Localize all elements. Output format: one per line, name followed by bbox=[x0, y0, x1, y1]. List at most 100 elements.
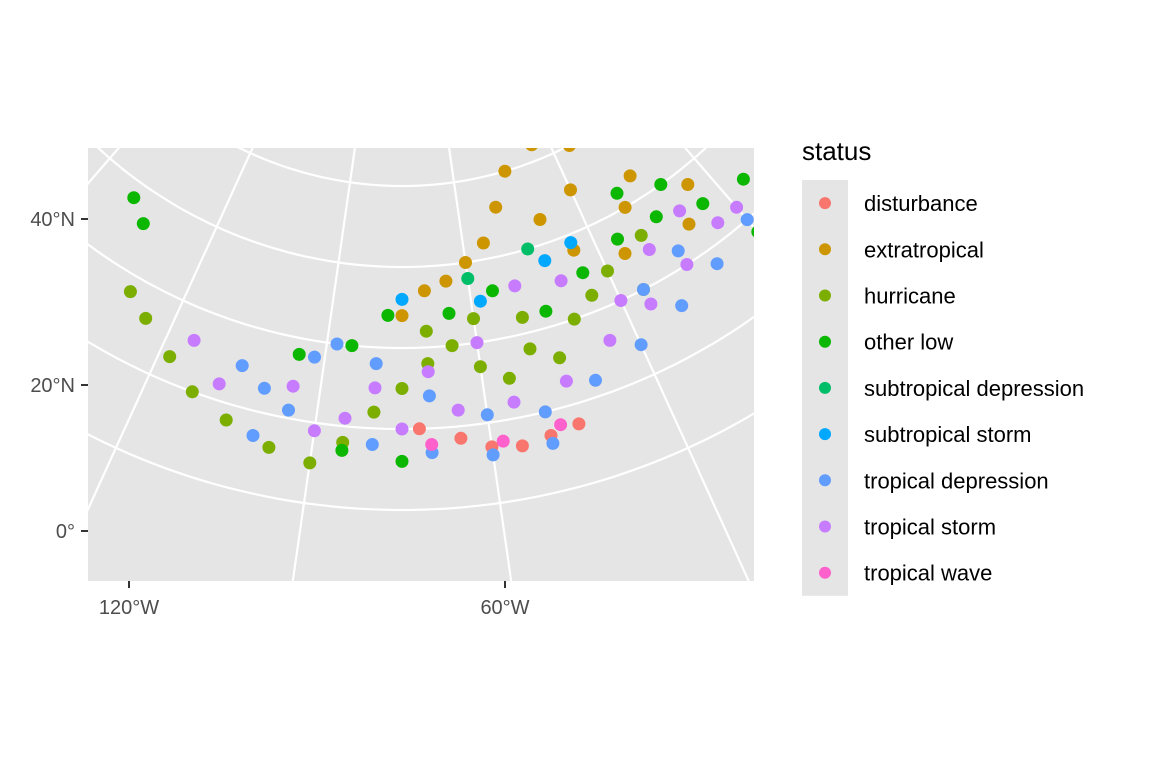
data-point bbox=[554, 274, 568, 288]
data-point bbox=[467, 312, 480, 326]
data-point bbox=[502, 371, 516, 385]
data-point bbox=[459, 256, 472, 269]
data-point bbox=[292, 347, 306, 361]
data-point bbox=[369, 357, 383, 371]
data-point bbox=[381, 308, 395, 322]
data-point bbox=[681, 178, 695, 191]
data-point bbox=[419, 324, 433, 338]
meridian-line bbox=[88, 148, 254, 512]
data-point bbox=[445, 339, 459, 353]
meridian-line bbox=[683, 148, 754, 230]
data-point bbox=[497, 106, 510, 119]
data-point bbox=[642, 243, 656, 256]
data-point bbox=[553, 351, 567, 365]
data-point bbox=[454, 431, 468, 445]
legend-title: status bbox=[802, 136, 871, 166]
data-point bbox=[127, 191, 141, 205]
data-point bbox=[521, 242, 535, 256]
data-point bbox=[611, 232, 624, 246]
track-points bbox=[123, 106, 783, 470]
data-point bbox=[368, 381, 382, 395]
data-point bbox=[212, 377, 226, 391]
data-point bbox=[395, 454, 409, 468]
data-point bbox=[585, 288, 599, 302]
data-point bbox=[365, 438, 379, 451]
data-point bbox=[538, 254, 552, 268]
legend-key-disturbance bbox=[819, 197, 831, 210]
parallel-line bbox=[88, 412, 754, 512]
data-point bbox=[395, 309, 409, 323]
data-point bbox=[634, 338, 648, 352]
legend-label: subtropical depression bbox=[864, 376, 1084, 401]
data-point bbox=[554, 418, 568, 432]
parallel-line bbox=[237, 148, 567, 188]
data-point bbox=[515, 439, 529, 453]
data-point bbox=[572, 417, 586, 431]
legend-label: hurricane bbox=[864, 284, 956, 309]
y-tick-label: 20°N bbox=[30, 375, 75, 397]
legend-key-tropical-wave bbox=[819, 566, 831, 579]
data-point bbox=[473, 360, 487, 374]
data-point bbox=[680, 258, 694, 271]
data-point bbox=[139, 311, 153, 325]
data-point bbox=[618, 247, 632, 260]
parallel-line bbox=[163, 0, 642, 105]
data-point bbox=[675, 299, 689, 313]
data-point bbox=[395, 422, 409, 436]
data-point bbox=[533, 213, 547, 226]
axes: 40°N 20°N 0° 120°W 60°W bbox=[30, 209, 529, 619]
data-point bbox=[330, 337, 344, 351]
data-point bbox=[395, 292, 409, 306]
data-point bbox=[257, 381, 271, 395]
data-point bbox=[546, 436, 560, 450]
x-tick-label: 120°W bbox=[99, 597, 159, 619]
data-point bbox=[486, 448, 500, 462]
data-point bbox=[576, 266, 590, 280]
data-point bbox=[564, 183, 577, 197]
data-point bbox=[711, 216, 725, 230]
data-point bbox=[439, 274, 453, 288]
data-point bbox=[422, 389, 436, 403]
data-point bbox=[589, 373, 602, 387]
data-point bbox=[480, 408, 494, 422]
data-point bbox=[710, 257, 724, 271]
data-point bbox=[308, 350, 321, 364]
y-tick-label: 0° bbox=[56, 521, 75, 543]
data-point bbox=[486, 284, 499, 298]
data-point bbox=[417, 284, 431, 298]
legend-label: tropical wave bbox=[864, 561, 992, 586]
data-point bbox=[601, 264, 614, 278]
data-point bbox=[682, 217, 696, 231]
data-point bbox=[498, 164, 512, 178]
data-point bbox=[740, 213, 754, 227]
data-point bbox=[461, 272, 475, 285]
data-point bbox=[412, 422, 426, 436]
data-point bbox=[235, 359, 249, 373]
data-point bbox=[307, 424, 321, 438]
data-point bbox=[538, 405, 552, 419]
data-point bbox=[489, 200, 503, 214]
meridian-line bbox=[291, 148, 357, 581]
data-point bbox=[470, 336, 484, 350]
data-point bbox=[508, 279, 522, 293]
legend-label: disturbance bbox=[864, 191, 978, 216]
legend-key-other-low bbox=[819, 335, 831, 348]
legend-key-subtropical-depression bbox=[819, 381, 831, 394]
parallel-line bbox=[231, 0, 574, 24]
data-point bbox=[618, 200, 632, 214]
data-point bbox=[637, 283, 650, 296]
data-point bbox=[282, 403, 295, 417]
meridian-line bbox=[550, 148, 750, 581]
data-point bbox=[654, 178, 668, 191]
data-point bbox=[770, 208, 783, 221]
y-tick-label: 40°N bbox=[30, 209, 75, 231]
legend-key-hurricane bbox=[819, 289, 831, 302]
parallel-line bbox=[88, 212, 754, 350]
legend: status disturbance extratropical hurricane o… bbox=[802, 136, 1084, 596]
legend-label: other low bbox=[864, 330, 953, 355]
data-point bbox=[696, 197, 710, 211]
data-point bbox=[610, 186, 624, 200]
data-point bbox=[286, 379, 300, 393]
data-point bbox=[623, 169, 637, 183]
